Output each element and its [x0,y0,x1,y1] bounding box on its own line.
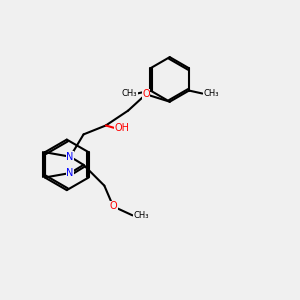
Text: CH₃: CH₃ [134,211,149,220]
Text: N: N [67,152,74,162]
Text: CH₃: CH₃ [122,89,137,98]
Text: O: O [142,89,150,99]
Text: N: N [67,168,74,178]
Text: O: O [110,202,117,212]
Text: OH: OH [115,124,130,134]
Text: CH₃: CH₃ [204,89,219,98]
